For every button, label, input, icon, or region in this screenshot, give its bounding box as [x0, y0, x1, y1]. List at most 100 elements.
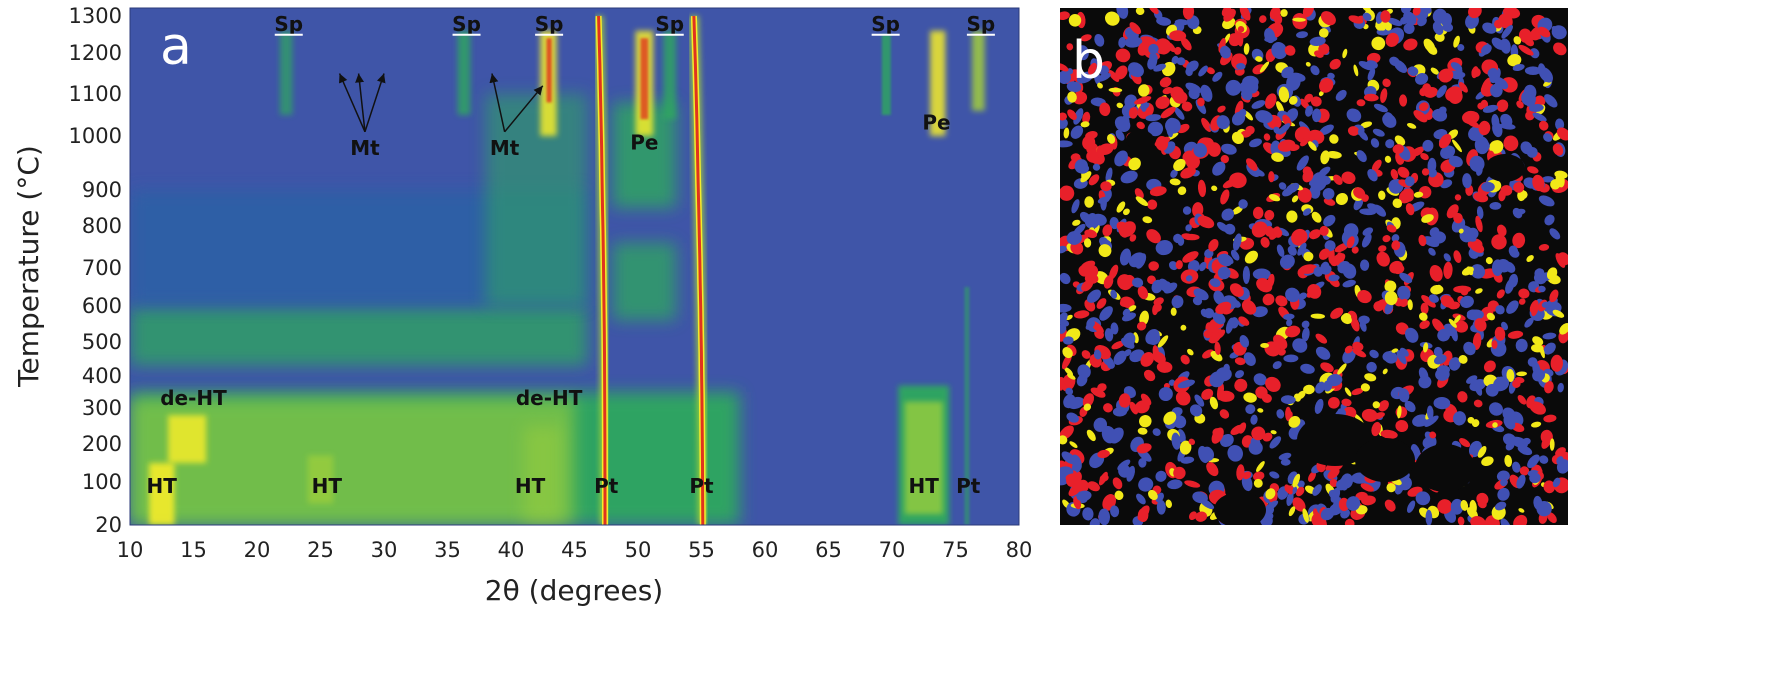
phase-grain — [1406, 500, 1416, 513]
phase-grain — [1232, 206, 1243, 215]
phase-grain — [1238, 316, 1250, 326]
mid-temp-band — [130, 306, 588, 366]
phase-grain — [1107, 134, 1116, 144]
phase-grain — [1539, 345, 1545, 359]
phase-grain — [1538, 195, 1555, 207]
phase-grain — [1508, 273, 1519, 288]
phase-grain — [1500, 518, 1511, 525]
phase-grain — [1491, 234, 1507, 250]
phase-grain — [1134, 96, 1152, 105]
phase-grain — [1300, 363, 1315, 374]
phase-grain — [1148, 8, 1159, 15]
phase-grain — [1512, 232, 1526, 249]
phase-grain — [1538, 244, 1550, 251]
phase-grain — [1286, 210, 1298, 223]
phase-grain — [1076, 490, 1092, 502]
phase-grain — [1252, 268, 1271, 280]
phase-grain — [1112, 406, 1128, 417]
phase-grain — [1182, 8, 1195, 20]
phase-grain — [1136, 493, 1146, 505]
phase-grain — [1060, 63, 1069, 72]
phase-grain — [1430, 67, 1439, 75]
phase-grain — [1260, 343, 1269, 348]
phase-grain — [1136, 121, 1145, 130]
phase-grain — [1171, 432, 1181, 450]
phase-grain — [1299, 264, 1318, 274]
phase-grain — [1170, 307, 1177, 316]
phase-grain — [1460, 499, 1469, 511]
y-tick-label: 20 — [95, 513, 122, 537]
phase-grain — [1353, 187, 1366, 199]
phase-grain — [1127, 62, 1144, 78]
phase-grain — [1219, 45, 1231, 59]
phase-grain — [1542, 332, 1557, 340]
pore-void — [1355, 438, 1415, 482]
phase-grain — [1301, 320, 1310, 329]
phase-grain — [1286, 318, 1293, 327]
phase-grain — [1425, 509, 1433, 525]
annotation-label: Sp — [452, 12, 481, 36]
phase-grain — [1206, 462, 1219, 477]
phase-grain — [1188, 511, 1198, 521]
phase-grain — [1399, 272, 1413, 284]
phase-grain — [1363, 93, 1379, 102]
phase-grain — [1076, 71, 1094, 84]
phase-grain — [1555, 118, 1565, 131]
phase-grain — [1273, 126, 1281, 134]
phase-grain — [1129, 401, 1139, 415]
phase-grain — [1158, 386, 1173, 402]
phase-grain — [1432, 108, 1448, 122]
phase-grain — [1197, 97, 1205, 107]
phase-grain — [1234, 357, 1246, 366]
phase-grain — [1366, 361, 1377, 373]
phase-grain — [1201, 117, 1212, 132]
phase-grain — [1329, 58, 1341, 70]
phase-grain — [1284, 485, 1294, 492]
phase-grain — [1310, 313, 1325, 319]
y-tick-label: 200 — [82, 432, 122, 456]
phase-grain — [1340, 508, 1351, 519]
phase-grain — [1493, 76, 1509, 90]
phase-grain — [1376, 251, 1390, 267]
phase-grain — [1253, 478, 1263, 488]
phase-grain — [1496, 99, 1509, 112]
y-tick-label: 600 — [82, 294, 122, 318]
phase-grain — [1220, 433, 1234, 448]
phase-grain — [1071, 454, 1082, 471]
phase-grain — [1244, 250, 1258, 264]
phase-grain — [1062, 336, 1074, 345]
phase-grain — [1461, 266, 1474, 276]
phase-grain — [1145, 114, 1162, 122]
phase-grain — [1462, 173, 1472, 189]
phase-grain — [1080, 171, 1092, 183]
annotation-label: HT — [312, 474, 343, 498]
phase-grain — [1193, 288, 1209, 301]
phase-grain — [1452, 411, 1467, 426]
phase-grain — [1337, 363, 1347, 375]
phase-grain — [1536, 501, 1552, 517]
phase-grain — [1241, 299, 1257, 315]
phase-grain — [1526, 255, 1534, 262]
phase-grain — [1194, 394, 1205, 407]
phase-grain — [1423, 236, 1440, 248]
phase-grain — [1072, 91, 1088, 105]
phase-grain — [1187, 348, 1194, 356]
phase-grain — [1518, 288, 1530, 299]
phase-grain — [1202, 349, 1214, 359]
phase-grain — [1356, 150, 1367, 163]
phase-grain — [1531, 300, 1539, 317]
phase-grain — [1516, 474, 1526, 489]
y-tick-label: 500 — [82, 330, 122, 354]
phase-grain — [1200, 446, 1215, 462]
phase-grain — [1060, 272, 1071, 285]
y-tick-labels: 20 100 200 300 400 500 600 700 800 900 1000 1100 120… — [69, 4, 122, 537]
phase-grain — [1082, 135, 1096, 150]
phase-grain — [1128, 157, 1141, 171]
phase-grain — [1314, 50, 1324, 58]
phase-grain — [1378, 190, 1386, 200]
phase-grain — [1519, 466, 1530, 476]
ht-peak-72-core — [904, 401, 943, 515]
phase-grain — [1155, 96, 1170, 109]
phase-grain — [1399, 94, 1408, 107]
phase-grain — [1140, 393, 1152, 406]
